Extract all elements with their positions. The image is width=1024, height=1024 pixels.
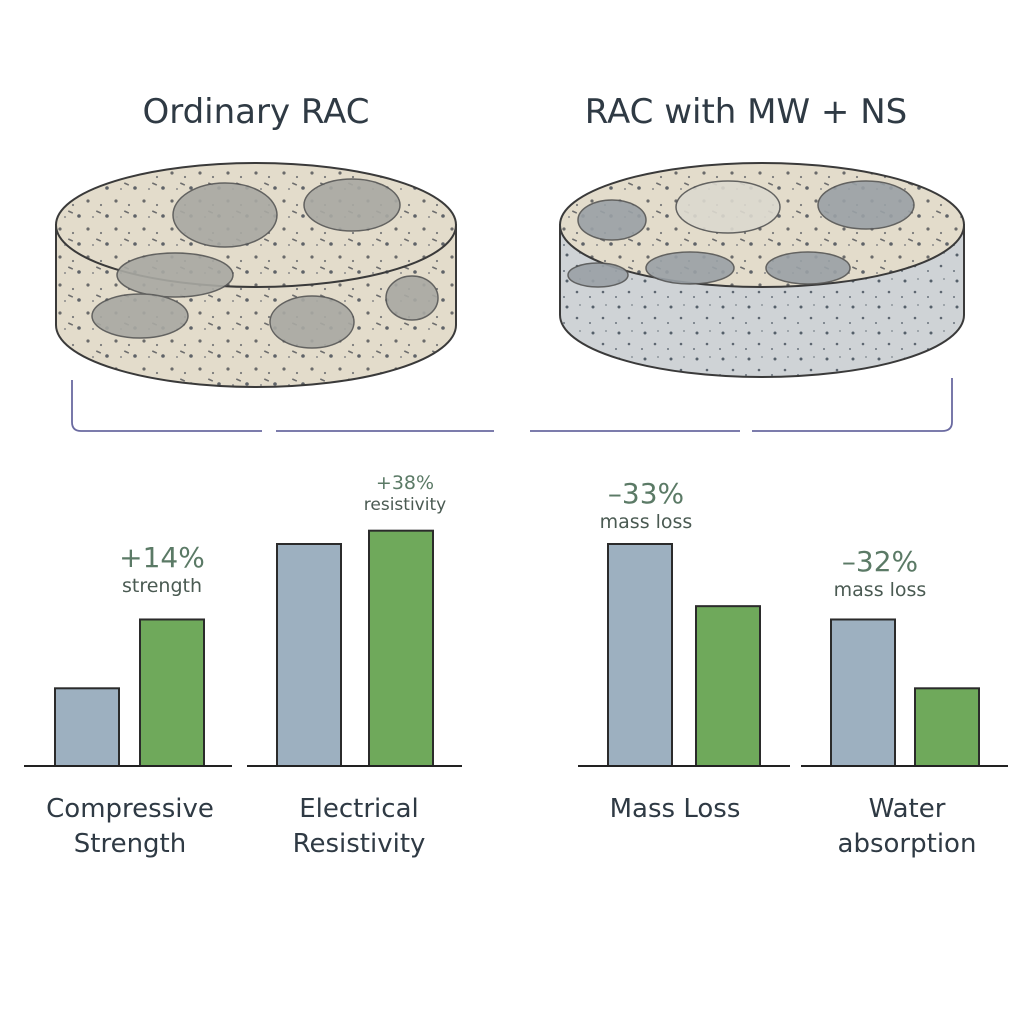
bar-water-absorption-ordinary-rac xyxy=(830,618,896,767)
left-panel-title: Ordinary RAC xyxy=(142,92,370,132)
right-panel-title: RAC with MW + NS xyxy=(584,92,908,132)
bar-compressive-strength-ordinary-rac xyxy=(54,687,120,767)
category-label-mass-loss: Mass Loss xyxy=(609,794,741,824)
annotation-mass-loss: –33% mass loss xyxy=(599,477,693,534)
annotation-compressive-strength: +14% strength xyxy=(119,541,205,598)
annotation-water-absorption: –32% mass loss xyxy=(833,545,927,602)
mw-ns-rac-specimen xyxy=(559,162,965,378)
annotation-electrical-resistivity: +38% resistivity xyxy=(363,472,447,515)
category-label-electrical-resistivity: Electrical Resistivity xyxy=(292,794,426,859)
category-label-compressive-strength: Compressive Strength xyxy=(46,794,214,859)
chart-water-absorption xyxy=(801,618,1008,767)
category-label-water-absorption: Water absorption xyxy=(837,794,977,859)
bar-electrical-resistivity-mw-ns-rac xyxy=(368,529,434,767)
chart-mass-loss xyxy=(578,543,790,767)
bar-electrical-resistivity-ordinary-rac xyxy=(276,543,342,767)
ordinary-rac-specimen xyxy=(55,162,457,388)
chart-electrical-resistivity xyxy=(247,529,462,767)
chart-compressive-strength xyxy=(24,618,232,767)
bar-water-absorption-mw-ns-rac xyxy=(914,687,980,767)
bar-mass-loss-ordinary-rac xyxy=(607,543,673,767)
bar-mass-loss-mw-ns-rac xyxy=(695,605,761,767)
panel-bracket xyxy=(71,378,953,432)
bar-compressive-strength-mw-ns-rac xyxy=(139,618,205,767)
